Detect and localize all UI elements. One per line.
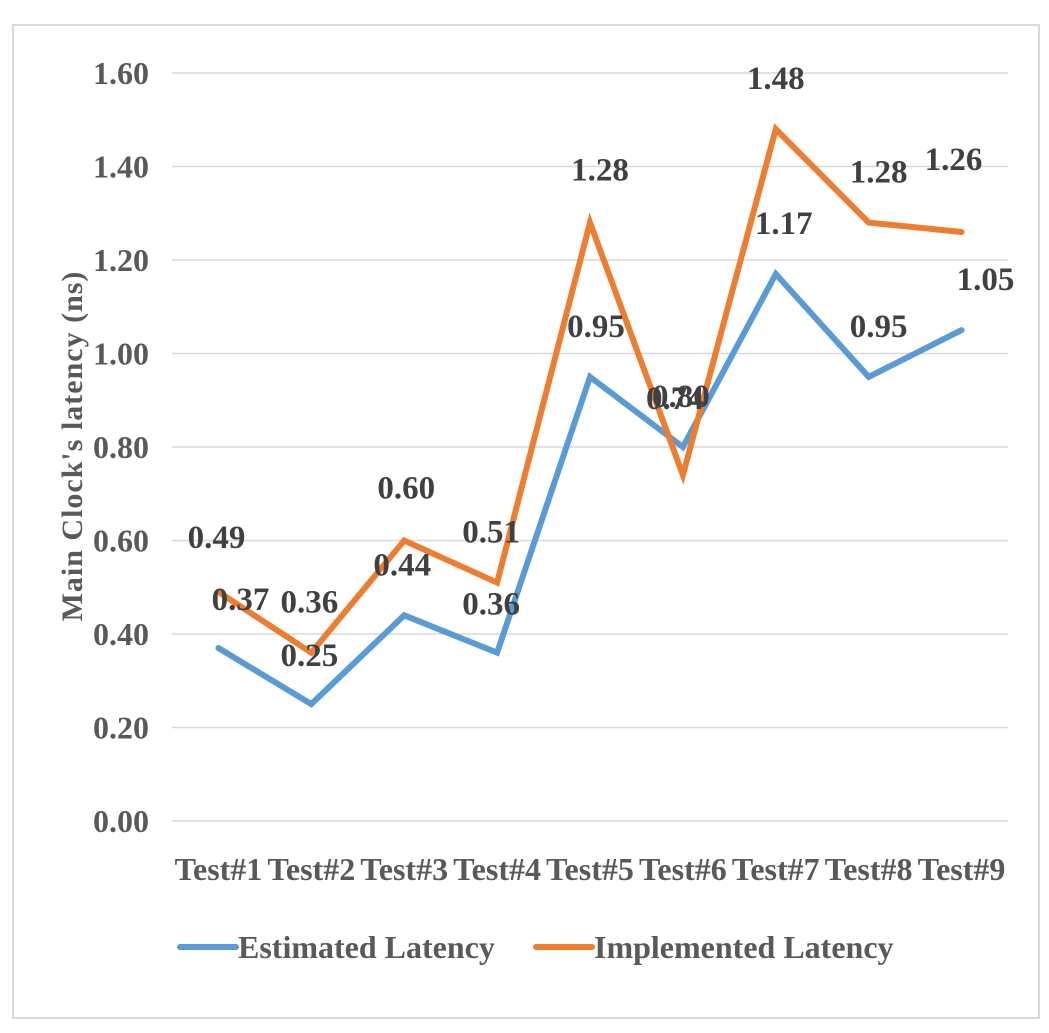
x-tick-label: Test#7 <box>732 851 820 887</box>
data-label: 0.49 <box>188 520 246 556</box>
legend-entry-implemented: Implemented Latency <box>594 929 894 965</box>
legend: Estimated Latency Implemented Latency <box>177 929 894 965</box>
data-label: 0.36 <box>462 587 520 623</box>
data-label: 1.28 <box>571 153 629 189</box>
legend-entry-estimated: Estimated Latency <box>238 929 495 965</box>
data-labels: 0.37 0.25 0.44 0.36 0.95 0.80 1.17 0.95 1.05 0.49… <box>188 61 1015 674</box>
y-tick-label: 0.80 <box>93 429 149 465</box>
chart-frame <box>12 24 1040 1019</box>
y-tick-label: 0.20 <box>93 710 149 746</box>
y-axis-ticks: 0.00 0.20 0.40 0.60 0.80 1.00 1.20 1.40 1.60 <box>93 55 149 839</box>
data-label: 0.80 <box>652 379 710 415</box>
gridlines <box>172 72 1008 822</box>
x-tick-label: Test#6 <box>639 851 727 887</box>
x-tick-label: Test#9 <box>918 851 1006 887</box>
data-label: 0.36 <box>280 585 338 621</box>
series-line-implemented <box>215 123 965 657</box>
x-tick-label: Test#2 <box>267 851 355 887</box>
data-label: 1.26 <box>925 142 983 178</box>
data-label: 0.60 <box>377 471 435 507</box>
data-label: 0.44 <box>373 547 431 583</box>
data-label: 1.05 <box>957 262 1015 298</box>
y-tick-label: 1.60 <box>93 55 149 91</box>
data-label: 0.95 <box>567 309 625 345</box>
x-axis-ticks: Test#1 Test#2 Test#3 Test#4 Test#5 Test#6 Test… <box>175 851 1006 887</box>
data-label: 0.51 <box>462 515 520 551</box>
y-tick-label: 1.00 <box>93 336 149 372</box>
data-label: 0.74 <box>646 381 704 417</box>
data-label: 1.17 <box>755 206 813 242</box>
y-tick-label: 0.60 <box>93 523 149 559</box>
series-line-estimated <box>215 268 965 708</box>
data-label: 1.28 <box>850 155 908 191</box>
x-tick-label: Test#3 <box>360 851 448 887</box>
x-tick-label: Test#5 <box>546 851 634 887</box>
y-tick-label: 0.40 <box>93 616 149 652</box>
x-tick-label: Test#1 <box>175 851 263 887</box>
data-label: 0.37 <box>212 582 270 618</box>
data-label: 1.48 <box>747 61 805 97</box>
y-tick-label: 0.00 <box>93 803 149 839</box>
y-tick-label: 1.40 <box>93 149 149 185</box>
x-tick-label: Test#8 <box>825 851 913 887</box>
x-tick-label: Test#4 <box>453 851 541 887</box>
data-label: 0.95 <box>850 309 908 345</box>
y-tick-label: 1.20 <box>93 242 149 278</box>
data-label: 0.25 <box>280 638 338 674</box>
y-axis-label: Main Clock's latency (ns) <box>56 271 89 622</box>
series-lines <box>215 123 965 708</box>
